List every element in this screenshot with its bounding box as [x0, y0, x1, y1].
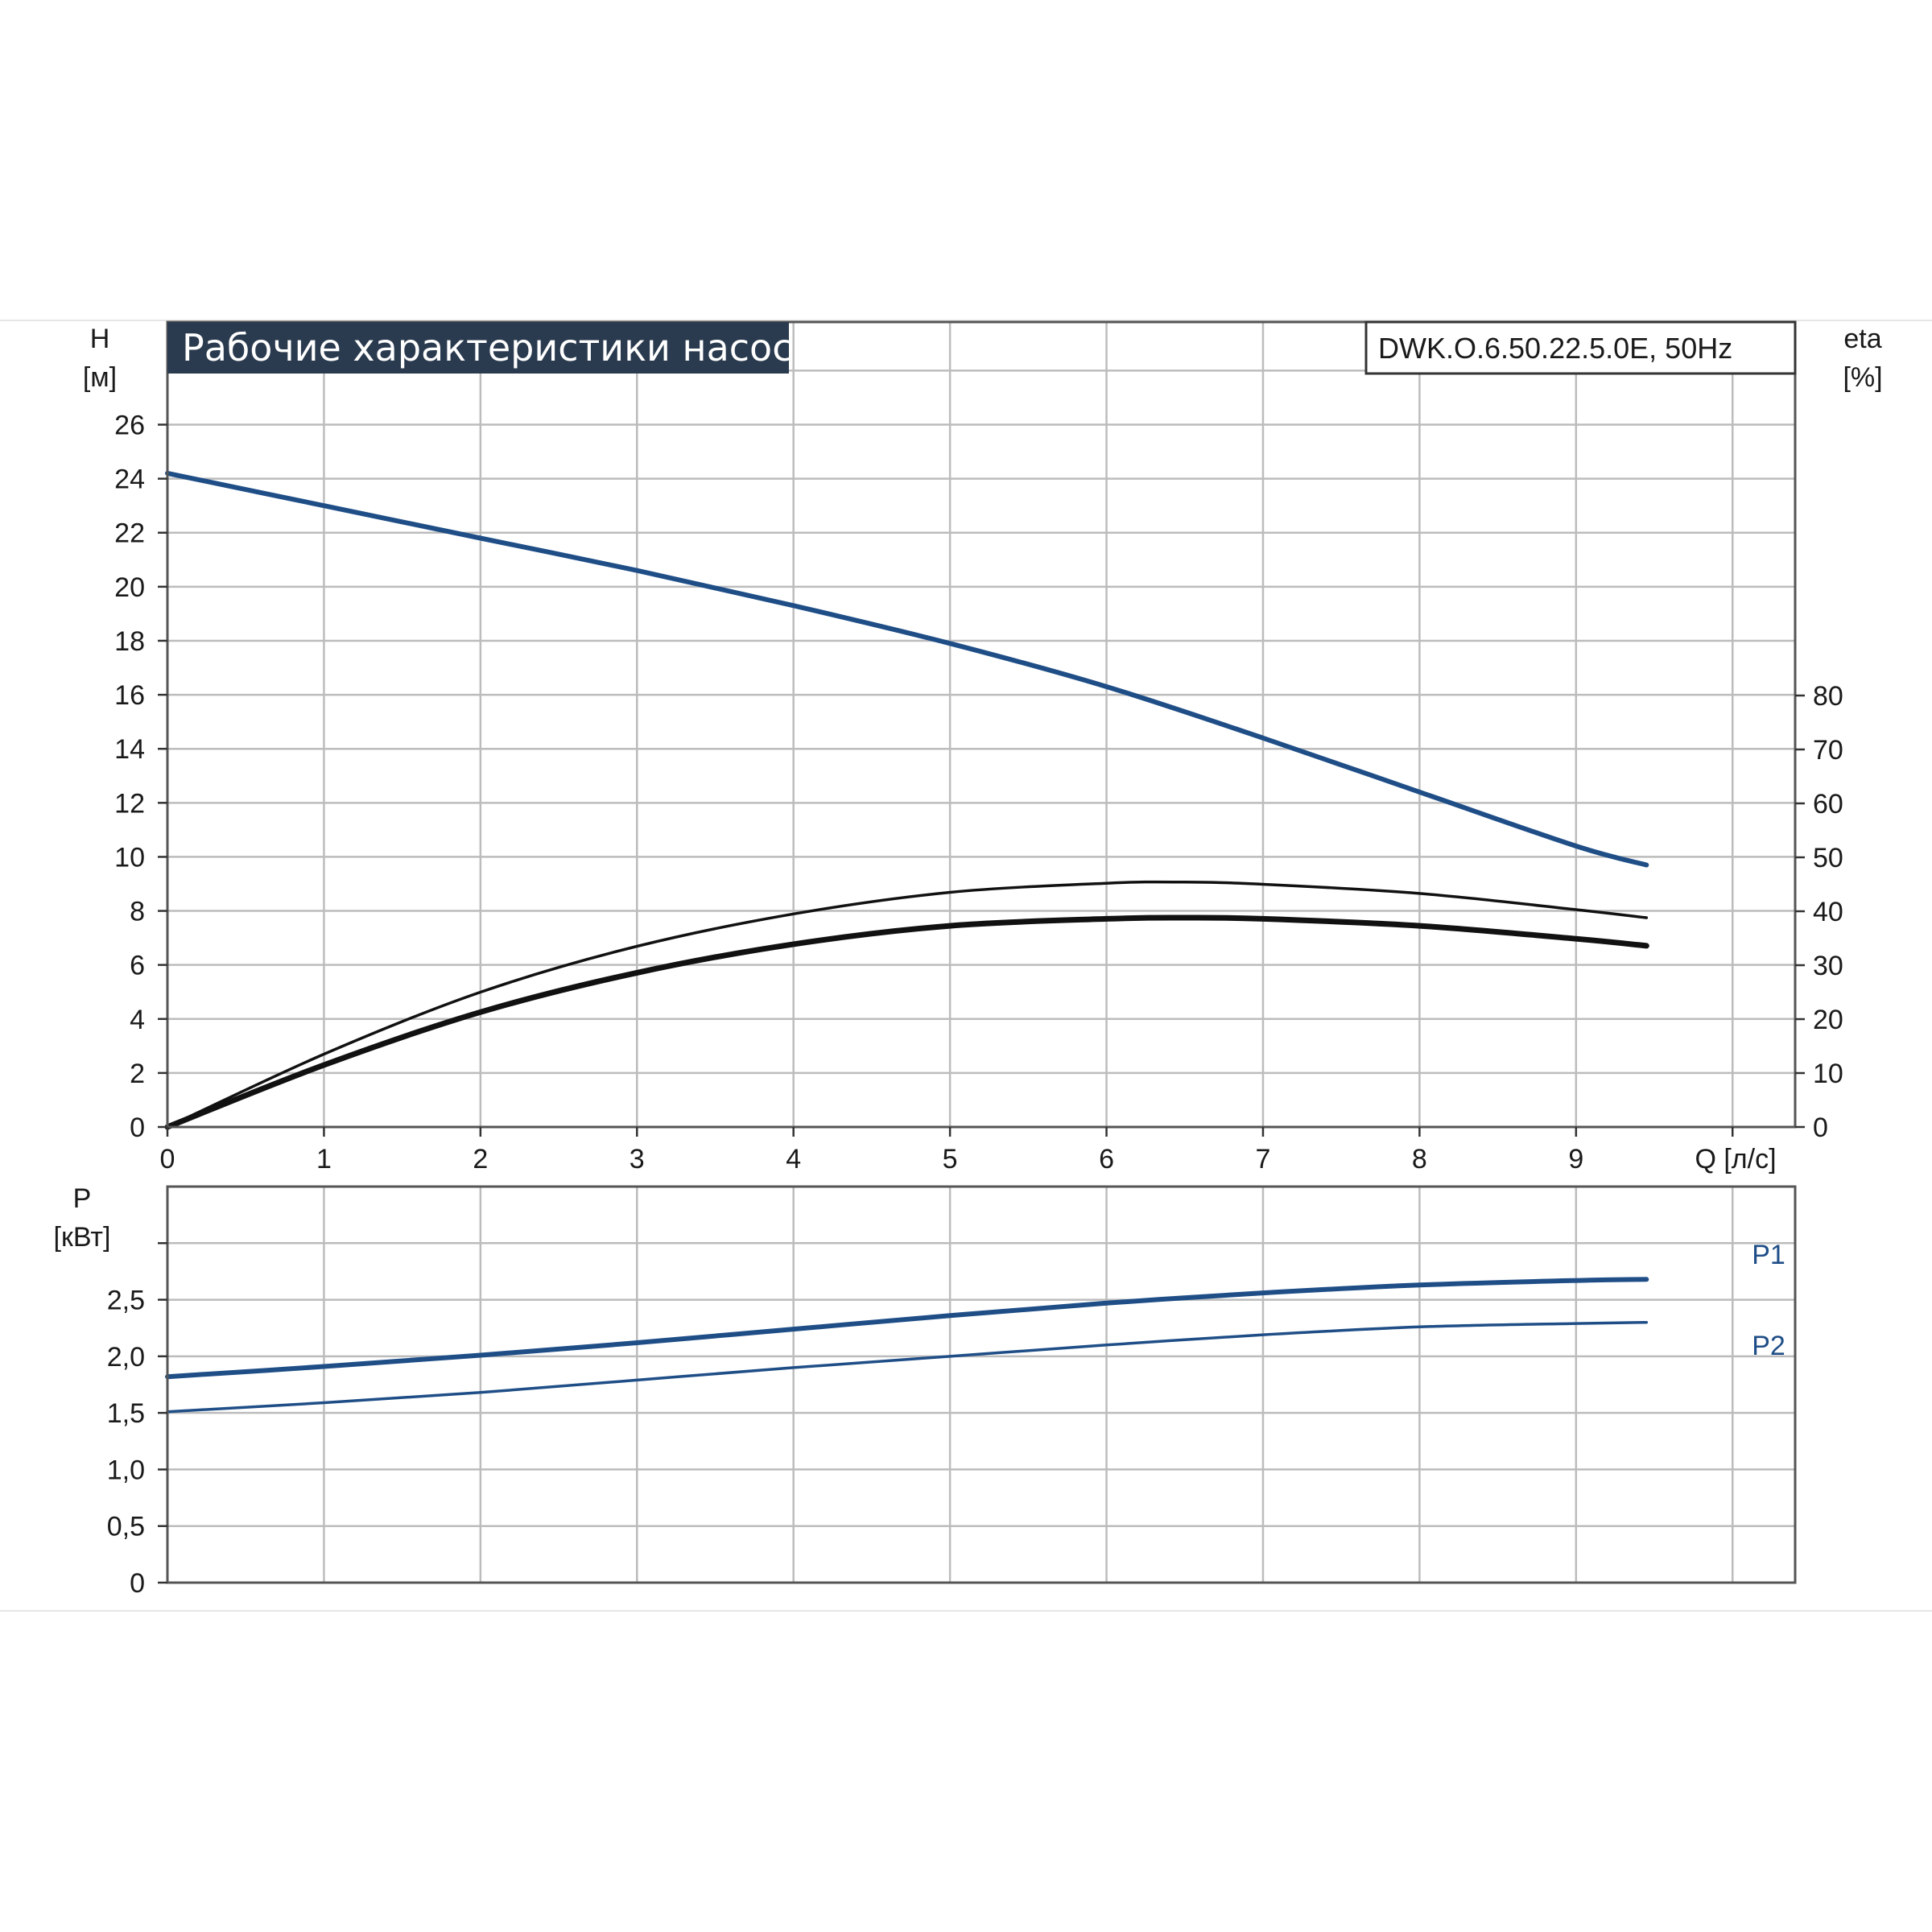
power-chart-grid: [167, 1187, 1795, 1583]
flow-tick-label: 0: [160, 1144, 175, 1174]
head-tick-label: 22: [114, 518, 145, 549]
series-line-P2: [166, 1320, 1649, 1414]
head-chart-series: [164, 470, 1649, 1130]
chart-title-box: [167, 322, 789, 374]
power-chart-frame: [166, 1185, 1797, 1584]
flow-tick-label: 1: [316, 1144, 332, 1174]
head-tick-label: 18: [114, 626, 145, 657]
power-tick-label: 1,5: [107, 1398, 145, 1429]
head-tick-label: 20: [114, 572, 145, 603]
power-chart-series: [165, 1277, 1649, 1414]
eta-tick-label: 40: [1813, 897, 1843, 927]
head-tick-label: 24: [114, 464, 145, 495]
flow-axis-label: Q [л/с]: [1695, 1144, 1776, 1174]
head-tick-label: 0: [130, 1113, 145, 1143]
power-chart: 0 0,5 1,0 1,5 2,0 2,5 P1 P2 P [кВт]: [54, 1183, 1797, 1599]
series-line-eta-thin: [166, 880, 1649, 1129]
power-tick-label: 0,5: [107, 1512, 145, 1542]
flow-tick-label: 9: [1568, 1144, 1583, 1174]
flow-tick-label: 6: [1099, 1144, 1114, 1174]
head-tick-label: 12: [114, 788, 145, 819]
head-tick-label: 10: [114, 842, 145, 873]
series-label-P1: P1: [1752, 1240, 1785, 1270]
series-line-P1: [165, 1277, 1649, 1380]
flow-x-axis-ticks: 0 1 2 3 4 5 6 7 8 9: [160, 1127, 1734, 1174]
eta-tick-label: 80: [1813, 681, 1843, 712]
series-label-P2: P2: [1752, 1331, 1785, 1361]
eta-tick-label: 20: [1813, 1005, 1843, 1035]
series-line-head: [165, 470, 1649, 868]
head-tick-label: 14: [114, 734, 145, 765]
head-tick-label: 2: [130, 1059, 145, 1089]
flow-tick-label: 8: [1412, 1144, 1427, 1174]
power-y-axis-ticks: 0 0,5 1,0 1,5 2,0 2,5: [107, 1242, 167, 1599]
power-tick-label: 2,0: [107, 1342, 145, 1373]
eta-tick-label: 50: [1813, 843, 1843, 873]
head-axis-symbol: H: [90, 324, 110, 354]
eta-tick-label: 0: [1813, 1113, 1828, 1143]
eta-tick-label: 30: [1813, 951, 1843, 981]
eta-tick-label: 10: [1813, 1059, 1843, 1089]
eta-axis-symbol: eta: [1843, 324, 1881, 354]
flow-tick-label: 3: [630, 1144, 645, 1174]
flow-tick-label: 7: [1256, 1144, 1271, 1174]
chart-title: Рабочие характеристики насоса: [182, 326, 815, 369]
head-tick-label: 6: [130, 951, 145, 981]
head-tick-label: 16: [114, 680, 145, 711]
power-tick-label: 0: [130, 1568, 145, 1599]
eta-tick-label: 60: [1813, 789, 1843, 819]
head-axis-unit: [м]: [83, 362, 117, 393]
head-tick-label: 4: [130, 1005, 145, 1035]
power-tick-label: 1,0: [107, 1455, 145, 1485]
head-tick-label: 8: [130, 897, 145, 927]
flow-tick-label: 4: [786, 1144, 801, 1174]
flow-tick-label: 2: [473, 1144, 488, 1174]
eta-axis-unit: [%]: [1843, 362, 1882, 393]
model-label-box: [1364, 320, 1797, 375]
eta-tick-label: 70: [1813, 735, 1843, 766]
head-tick-label: 26: [114, 411, 145, 441]
eta-y-axis-ticks: 0 10 20 30 40 50 60 70 80: [1795, 681, 1843, 1143]
flow-tick-label: 5: [943, 1144, 958, 1174]
power-axis-unit: [кВт]: [54, 1222, 111, 1253]
series-line-eta-thick: [164, 914, 1649, 1130]
power-axis-symbol: P: [73, 1183, 92, 1214]
model-label: DWK.O.6.50.22.5.0E, 50Hz: [1378, 332, 1732, 365]
head-chart-frame: [166, 320, 1797, 1129]
power-tick-label: 2,5: [107, 1286, 145, 1316]
power-series-labels: P1 P2: [1752, 1240, 1785, 1361]
head-chart-grid: [167, 322, 1795, 1127]
